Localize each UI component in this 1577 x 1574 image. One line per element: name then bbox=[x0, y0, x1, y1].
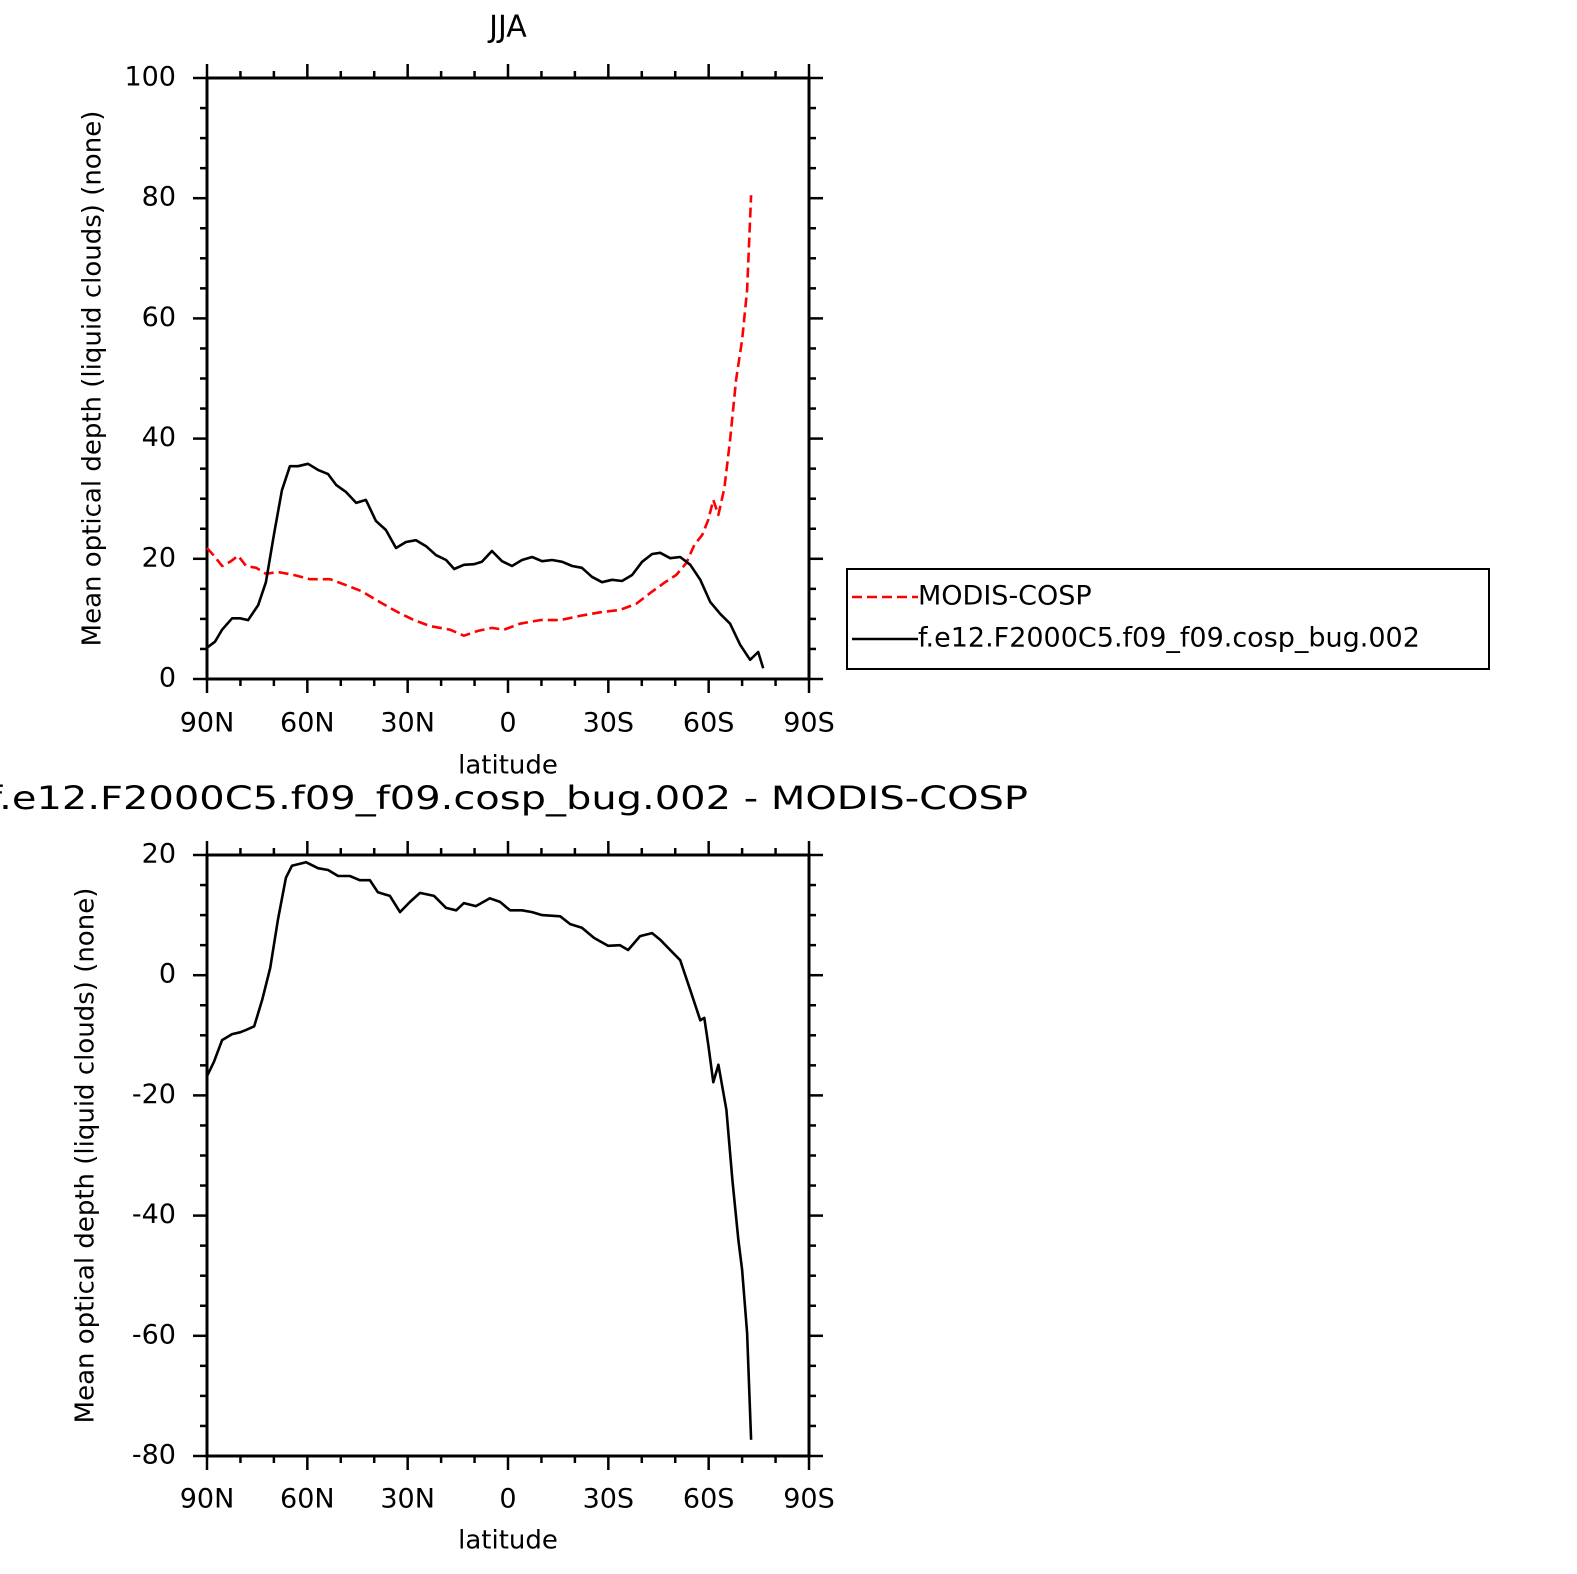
chart-title: f.e12.F2000C5.f09_f09.cosp_bug.002 - MOD… bbox=[0, 779, 1028, 817]
plot-frame bbox=[205, 76, 811, 681]
x-tick-label: 90N bbox=[180, 1484, 235, 1515]
x-tick-label: 30S bbox=[583, 708, 635, 739]
chart-title: JJA bbox=[487, 10, 527, 45]
y-tick-label: 80 bbox=[142, 182, 176, 213]
legend-box bbox=[846, 568, 1490, 670]
y-tick-label: 0 bbox=[159, 663, 176, 694]
plot-frame bbox=[205, 853, 811, 1458]
y-axis-label: Mean optical depth (liquid clouds) (none… bbox=[71, 888, 101, 1424]
x-axis-label: latitude bbox=[458, 1526, 558, 1556]
data-line bbox=[205, 860, 753, 1440]
x-tick-label: 60N bbox=[280, 1484, 335, 1515]
y-tick-label: -60 bbox=[132, 1319, 176, 1350]
legend-label: MODIS-COSP bbox=[918, 581, 1092, 612]
x-tick-label: 0 bbox=[499, 708, 516, 739]
y-tick-label: -40 bbox=[132, 1199, 176, 1230]
y-tick-label: 20 bbox=[142, 542, 176, 573]
x-tick-label: 90S bbox=[783, 1484, 835, 1515]
x-tick-label: 60N bbox=[280, 708, 335, 739]
x-tick-label: 90S bbox=[783, 708, 835, 739]
x-tick-label: 60S bbox=[683, 708, 735, 739]
y-axis-label: Mean optical depth (liquid clouds) (none… bbox=[78, 111, 108, 647]
data-line bbox=[206, 195, 753, 637]
y-tick-label: 40 bbox=[142, 422, 176, 453]
x-tick-label: 0 bbox=[499, 1484, 516, 1515]
y-tick-label: 60 bbox=[142, 302, 176, 333]
y-tick-label: -80 bbox=[132, 1440, 176, 1471]
x-tick-label: 30S bbox=[583, 1484, 635, 1515]
x-tick-label: 60S bbox=[683, 1484, 735, 1515]
data-line bbox=[206, 462, 765, 669]
x-tick-label: 30N bbox=[380, 708, 435, 739]
y-tick-label: 20 bbox=[142, 839, 176, 870]
y-tick-label: -20 bbox=[132, 1079, 176, 1110]
x-tick-label: 30N bbox=[380, 1484, 435, 1515]
x-axis-label: latitude bbox=[458, 751, 558, 781]
y-tick-label: 100 bbox=[124, 62, 176, 93]
x-tick-label: 90N bbox=[180, 708, 235, 739]
legend-label: f.e12.F2000C5.f09_f09.cosp_bug.002 bbox=[918, 623, 1420, 654]
y-tick-label: 0 bbox=[159, 959, 176, 990]
